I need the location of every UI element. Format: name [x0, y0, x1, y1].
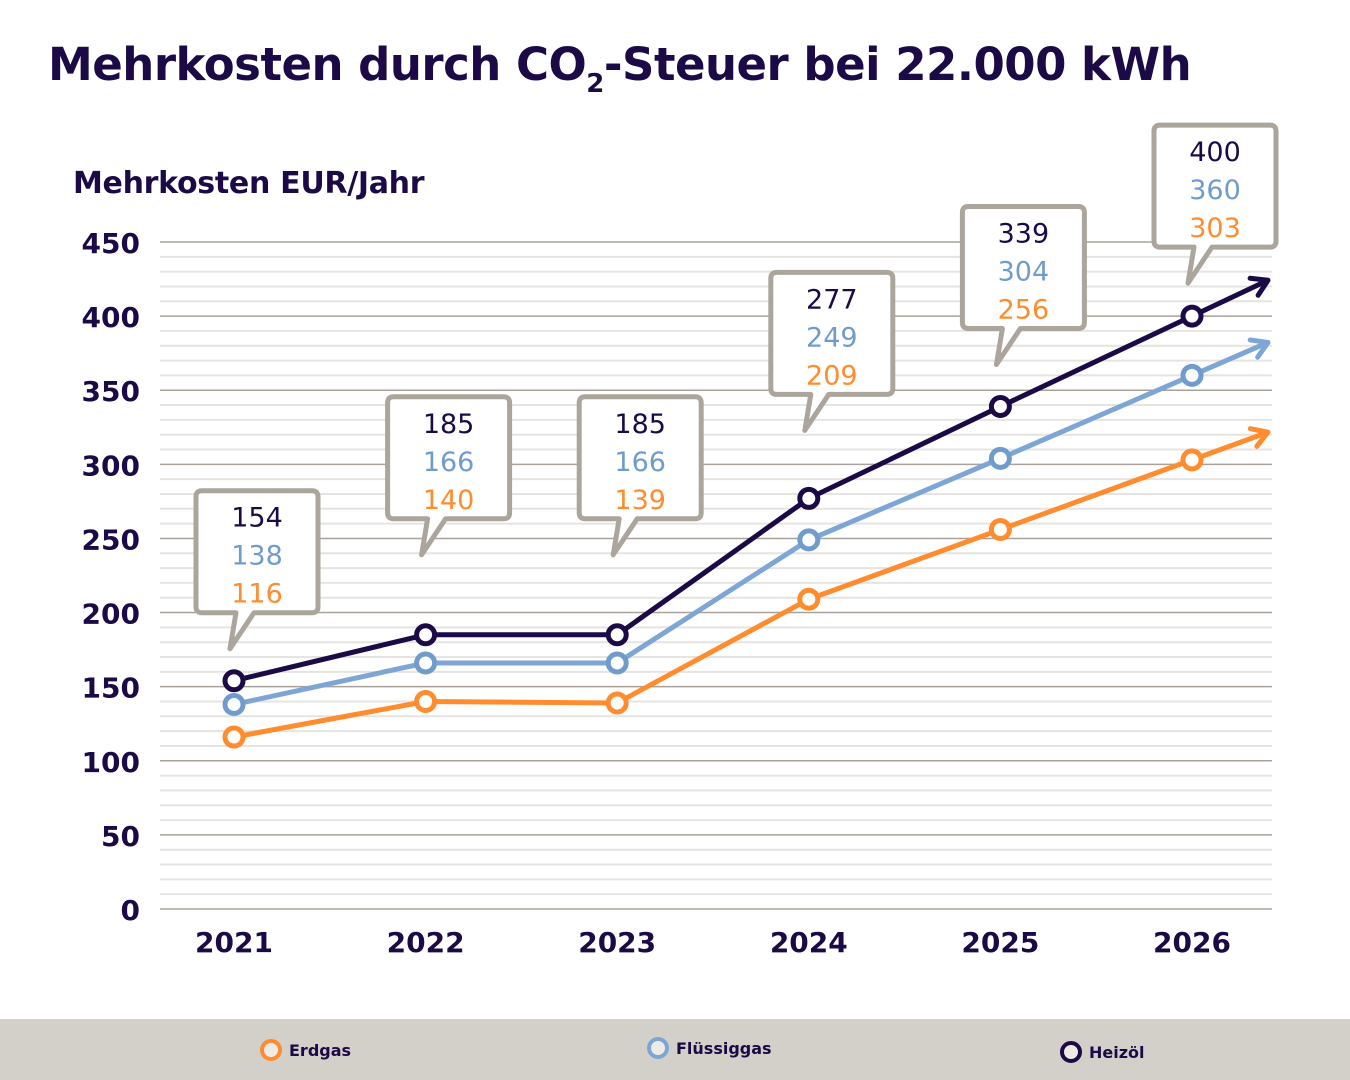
callout-value-Flüssiggas: 166: [423, 447, 475, 478]
x-axis-ticks: 2021 2022 2023 2024 2025 2026: [195, 926, 1231, 959]
data-point: [222, 725, 246, 749]
data-point: [988, 395, 1012, 419]
value-callouts: 1541381161851661401851661392772492093393…: [193, 122, 1279, 652]
callout-value-Erdgas: 116: [231, 579, 283, 610]
callout-2025: 339 304 256: [959, 204, 1087, 368]
data-point: [605, 623, 629, 647]
x-tick-label: 2022: [387, 926, 465, 959]
data-point: [605, 691, 629, 715]
data-point: [605, 651, 629, 675]
line-chart: 0 50 100 150 200 250 300 350 400 450 2021 2022 2023…: [82, 122, 1279, 959]
callout-value-Heizöl: 154: [231, 503, 283, 534]
data-point: [1180, 448, 1204, 472]
y-tick-label: 100: [82, 746, 140, 779]
callout-2021: 154 138 116: [193, 488, 321, 652]
x-tick-label: 2024: [770, 926, 848, 959]
callout-value-Heizöl: 277: [806, 284, 858, 315]
x-tick-label: 2021: [195, 926, 273, 959]
data-point: [988, 446, 1012, 470]
callout-value-Flüssiggas: 304: [998, 257, 1050, 288]
legend-marker-icon: [260, 1039, 282, 1061]
callout-value-Erdgas: 303: [1189, 213, 1241, 244]
legend: Erdgas Flüssiggas Heizöl: [0, 1019, 1350, 1080]
callout-value-Erdgas: 209: [806, 360, 858, 391]
data-point: [222, 669, 246, 693]
gridlines: [160, 241, 1272, 910]
callout-value-Erdgas: 256: [998, 295, 1050, 326]
y-tick-label: 200: [82, 598, 140, 631]
callout-value-Flüssiggas: 166: [614, 447, 666, 478]
callout-value-Heizöl: 339: [998, 219, 1050, 250]
callout-box: [1151, 122, 1279, 286]
callout-box: [959, 204, 1087, 368]
y-tick-label: 250: [82, 523, 140, 556]
title-text-end: -Steuer bei 22.000 kWh: [603, 38, 1192, 91]
y-tick-label: 0: [121, 894, 140, 927]
callout-box: [193, 488, 321, 652]
y-tick-label: 150: [82, 672, 140, 705]
callout-2026: 400 360 303: [1151, 122, 1279, 286]
data-point: [414, 623, 438, 647]
x-tick-label: 2026: [1153, 926, 1231, 959]
y-axis-ticks: 0 50 100 150 200 250 300 350 400 450: [82, 227, 140, 927]
legend-marker-icon: [1060, 1041, 1082, 1063]
y-tick-label: 50: [101, 820, 140, 853]
legend-label: Flüssiggas: [676, 1038, 772, 1058]
data-point: [988, 518, 1012, 542]
y-axis-label: Mehrkosten EUR/Jahr: [73, 166, 425, 201]
chart-title: Mehrkosten durch CO2-Steuer bei 22.000 k…: [48, 38, 1192, 99]
series-lines: [222, 275, 1271, 749]
y-tick-label: 450: [82, 227, 140, 260]
y-tick-label: 350: [82, 375, 140, 408]
callout-value-Heizöl: 185: [423, 409, 475, 440]
callout-value-Heizöl: 400: [1189, 137, 1241, 168]
x-tick-label: 2023: [578, 926, 656, 959]
legend-label: Heizöl: [1089, 1042, 1145, 1062]
arrow-head-icon: [1247, 275, 1271, 298]
callout-value-Erdgas: 139: [614, 485, 666, 516]
title-subscript: 2: [586, 69, 604, 99]
legend-item-erdgas[interactable]: Erdgas: [260, 1039, 351, 1061]
callout-box: [768, 269, 896, 433]
arrow-head-icon: [1247, 337, 1271, 360]
callout-value-Heizöl: 185: [614, 409, 666, 440]
callout-box: [576, 394, 704, 558]
callout-value-Flüssiggas: 249: [806, 322, 858, 353]
data-point: [797, 528, 821, 552]
callout-value-Flüssiggas: 138: [231, 541, 283, 572]
callout-2024: 277 249 209: [768, 269, 896, 433]
data-point: [1180, 304, 1204, 328]
data-point: [797, 486, 821, 510]
data-point: [797, 587, 821, 611]
legend-marker-icon: [647, 1037, 669, 1059]
arrow-head-icon: [1247, 426, 1271, 449]
data-point: [414, 651, 438, 675]
data-point: [222, 692, 246, 716]
y-tick-label: 300: [82, 449, 140, 482]
callout-2022: 185 166 140: [385, 394, 513, 558]
data-point: [1180, 363, 1204, 387]
callout-box: [385, 394, 513, 558]
title-text: Mehrkosten durch CO: [48, 38, 587, 91]
legend-item-heizoel[interactable]: Heizöl: [1060, 1041, 1145, 1063]
data-point: [414, 689, 438, 713]
legend-label: Erdgas: [289, 1040, 352, 1060]
x-tick-label: 2025: [961, 926, 1039, 959]
y-tick-label: 400: [82, 301, 140, 334]
callout-value-Flüssiggas: 360: [1189, 175, 1241, 206]
callout-2023: 185 166 139: [576, 394, 704, 558]
callout-value-Erdgas: 140: [423, 485, 475, 516]
legend-item-fluessiggas[interactable]: Flüssiggas: [647, 1037, 772, 1059]
